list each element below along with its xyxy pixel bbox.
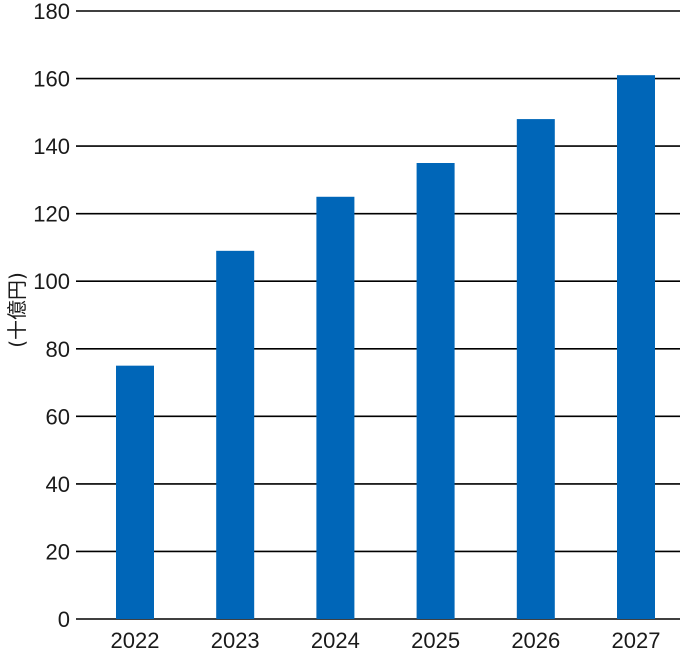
y-tick-label: 100 (33, 269, 70, 294)
bar-2022 (116, 365, 154, 619)
x-tick-label: 2026 (511, 628, 560, 652)
x-tick-label: 2025 (411, 628, 460, 652)
y-tick-label: 40 (46, 472, 70, 497)
y-axis-ticks: 0 20 40 60 80 100 120 140 160 180 (33, 0, 70, 632)
x-tick-label: 2023 (211, 628, 260, 652)
y-tick-label: 180 (33, 0, 70, 24)
gridlines (76, 10, 680, 620)
bar-2024 (316, 196, 355, 619)
y-tick-label: 80 (46, 337, 70, 362)
x-tick-label: 2022 (111, 628, 160, 652)
bar-2027 (617, 75, 655, 619)
bar-2026 (516, 119, 555, 619)
y-tick-label: 160 (33, 67, 70, 92)
bars (116, 75, 655, 620)
y-tick-label: 120 (33, 202, 70, 227)
y-tick-label: 140 (33, 134, 70, 159)
y-tick-label: 60 (46, 404, 70, 429)
bar-2025 (416, 163, 455, 619)
x-tick-label: 2027 (612, 628, 661, 652)
bar-2023 (216, 250, 255, 620)
x-tick-label: 2024 (311, 628, 360, 652)
y-axis-title: (十億円) (5, 272, 29, 348)
y-tick-label: 0 (58, 607, 70, 632)
x-axis-ticks: 2022 2023 2024 2025 2026 2027 (111, 628, 661, 652)
y-tick-label: 20 (46, 539, 70, 564)
